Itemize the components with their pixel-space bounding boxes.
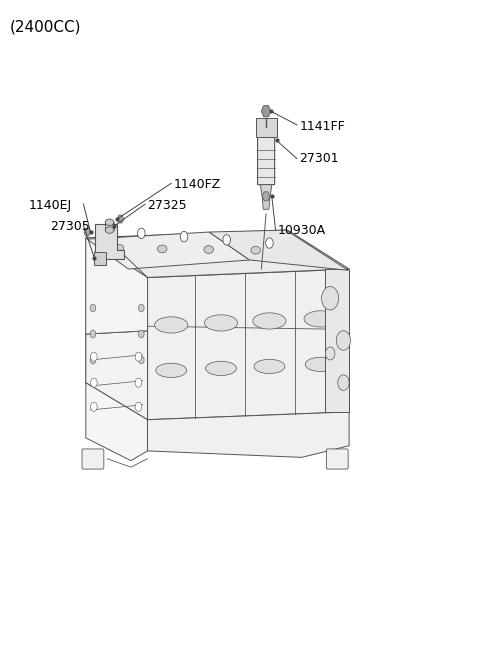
- Circle shape: [91, 378, 97, 387]
- Polygon shape: [86, 331, 147, 420]
- Circle shape: [223, 234, 230, 245]
- Polygon shape: [95, 252, 106, 265]
- Polygon shape: [147, 269, 349, 420]
- Ellipse shape: [304, 310, 337, 327]
- Text: 1140FZ: 1140FZ: [174, 178, 221, 191]
- Polygon shape: [256, 118, 276, 137]
- Ellipse shape: [114, 244, 124, 252]
- Circle shape: [338, 375, 349, 390]
- Ellipse shape: [155, 317, 188, 333]
- Text: 27305: 27305: [50, 220, 90, 233]
- Ellipse shape: [105, 219, 114, 225]
- Circle shape: [90, 330, 96, 338]
- Polygon shape: [209, 230, 348, 271]
- Polygon shape: [96, 223, 124, 259]
- Circle shape: [322, 287, 339, 310]
- Circle shape: [325, 347, 335, 360]
- Ellipse shape: [156, 364, 187, 377]
- Circle shape: [336, 331, 350, 350]
- Ellipse shape: [204, 315, 238, 331]
- Circle shape: [90, 356, 96, 364]
- Polygon shape: [86, 230, 349, 278]
- Circle shape: [90, 304, 96, 312]
- Polygon shape: [261, 185, 272, 198]
- Circle shape: [138, 304, 144, 312]
- Circle shape: [91, 402, 97, 411]
- Circle shape: [91, 352, 97, 362]
- Ellipse shape: [157, 245, 167, 253]
- Polygon shape: [117, 215, 124, 223]
- Ellipse shape: [204, 246, 214, 253]
- FancyBboxPatch shape: [326, 449, 348, 469]
- Ellipse shape: [105, 227, 114, 233]
- Circle shape: [138, 228, 145, 238]
- Circle shape: [138, 330, 144, 338]
- Polygon shape: [258, 128, 275, 185]
- Circle shape: [135, 378, 142, 387]
- Circle shape: [138, 356, 144, 364]
- Ellipse shape: [253, 313, 286, 329]
- Polygon shape: [87, 232, 250, 269]
- Polygon shape: [262, 192, 270, 201]
- Text: 10930A: 10930A: [278, 223, 326, 236]
- Polygon shape: [262, 198, 270, 210]
- Text: 1141FF: 1141FF: [300, 120, 345, 133]
- Polygon shape: [261, 105, 271, 117]
- Polygon shape: [86, 238, 147, 334]
- Polygon shape: [147, 412, 349, 457]
- Circle shape: [135, 352, 142, 362]
- Text: 27301: 27301: [300, 152, 339, 165]
- Text: (2400CC): (2400CC): [10, 19, 82, 34]
- Circle shape: [265, 238, 273, 248]
- Ellipse shape: [251, 246, 261, 254]
- Ellipse shape: [305, 357, 336, 371]
- Text: 1140EJ: 1140EJ: [29, 199, 72, 212]
- Circle shape: [180, 231, 188, 242]
- Polygon shape: [84, 228, 91, 236]
- FancyBboxPatch shape: [82, 449, 104, 469]
- Ellipse shape: [254, 360, 285, 373]
- Polygon shape: [86, 383, 147, 460]
- Text: 27325: 27325: [147, 199, 187, 212]
- Polygon shape: [86, 238, 147, 420]
- Ellipse shape: [205, 362, 237, 375]
- Polygon shape: [325, 269, 349, 412]
- Circle shape: [135, 402, 142, 411]
